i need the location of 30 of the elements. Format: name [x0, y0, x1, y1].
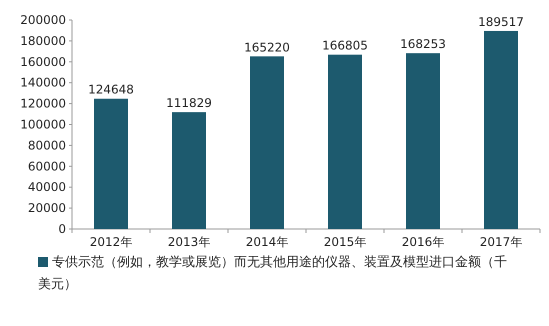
bar	[172, 112, 206, 229]
data-label: 166805	[322, 38, 368, 53]
x-tick-label: 2017年	[480, 235, 522, 249]
y-tick-label: 20000	[28, 201, 66, 216]
bar	[406, 53, 440, 229]
y-tick-label: 180000	[20, 34, 66, 48]
y-tick-label: 80000	[28, 138, 66, 152]
y-tick-label: 100000	[20, 118, 66, 132]
data-label: 124648	[88, 82, 134, 97]
x-tick-label: 2015年	[324, 235, 366, 249]
x-tick-label: 2016年	[402, 235, 444, 249]
y-tick-label: 0	[58, 222, 66, 236]
y-tick-label: 200000	[20, 13, 66, 27]
x-tick-label: 2014年	[246, 235, 288, 249]
y-tick-label: 40000	[28, 180, 66, 194]
data-label: 189517	[478, 14, 524, 29]
bar	[94, 98, 128, 229]
data-label: 168253	[400, 37, 446, 52]
x-tick-label: 2012年	[90, 235, 132, 249]
y-tick-label: 160000	[20, 54, 66, 69]
bar	[484, 30, 518, 229]
y-tick-label: 60000	[28, 159, 66, 174]
x-tick-label: 2013年	[168, 235, 210, 249]
bar	[328, 54, 362, 229]
y-tick-label: 140000	[20, 76, 66, 90]
legend-label: 专供示范（例如，教学或展览）而无其他用途的仪器、装置及模型进口金额（千美元）	[38, 255, 507, 292]
bar	[250, 56, 284, 229]
y-tick-label: 120000	[20, 96, 66, 111]
data-label: 111829	[166, 96, 212, 110]
data-label: 165220	[244, 40, 290, 54]
